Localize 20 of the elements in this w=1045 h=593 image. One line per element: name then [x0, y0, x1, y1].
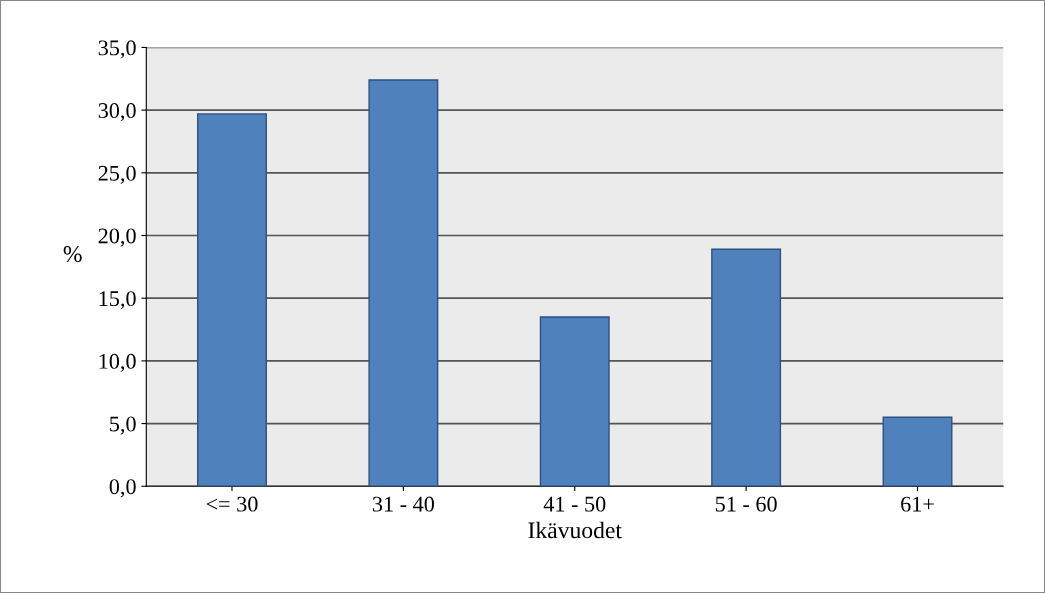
x-tick-label: 61+ [901, 496, 934, 512]
y-tick-label: 0,0 [109, 479, 136, 498]
bar [368, 79, 439, 487]
y-axis-title: % [63, 246, 82, 263]
x-tick-label: 51 - 60 [715, 496, 777, 512]
x-tick-label: <= 30 [206, 496, 258, 512]
y-tick-label: 5,0 [110, 416, 136, 435]
bar [882, 416, 953, 487]
x-tick-label: 41 - 50 [543, 496, 606, 512]
y-tick-label: 20,0 [98, 228, 136, 247]
bar [539, 316, 610, 487]
x-tick-label: 31 - 40 [372, 496, 434, 512]
y-tick-label: 15,0 [99, 291, 136, 310]
y-tick-label: 30,0 [98, 103, 136, 122]
y-tick-label: 10,0 [99, 353, 136, 373]
x-axis-title: Ikävuodet [528, 521, 622, 539]
y-tick-label: 35,0 [98, 40, 136, 59]
bar [711, 248, 782, 487]
y-tick-label: 25,0 [98, 165, 136, 184]
bar [197, 113, 267, 487]
